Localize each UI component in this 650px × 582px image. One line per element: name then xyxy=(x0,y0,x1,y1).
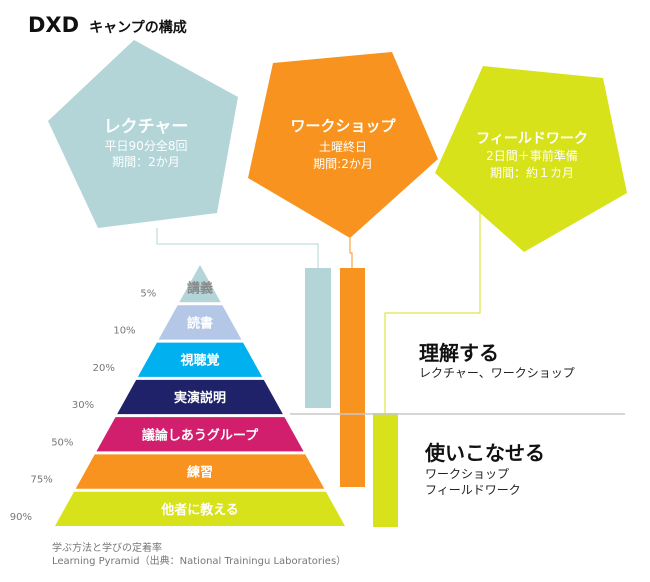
pyramid-level xyxy=(179,265,221,303)
pyramid-level-percent: 20% xyxy=(93,363,115,374)
caption-source: Learning Pyramid（出典：National Trainingu L… xyxy=(52,554,346,567)
pyramid-level xyxy=(137,342,263,377)
pyramid-level-percent: 30% xyxy=(72,400,94,411)
fieldwork-duration: 期間：約１カ月 xyxy=(490,165,574,180)
pyramid-level-percent: 50% xyxy=(51,437,73,448)
fieldwork-name: フィールドワーク xyxy=(476,131,588,147)
title-rest: キャンプの構成 xyxy=(89,19,187,36)
outcome-understand-heading: 理解する xyxy=(419,341,499,365)
pyramid-level xyxy=(96,417,304,452)
outcome-master-sub-2: フィールドワーク xyxy=(425,483,521,497)
fieldwork-shape xyxy=(435,66,627,252)
caption-title: 学ぶ方法と学びの定着率 xyxy=(52,541,162,554)
title: DXD キャンプの構成 xyxy=(28,13,187,37)
fieldwork-pentagon: フィールドワーク 2日間＋事前準備 期間：約１カ月 xyxy=(435,66,627,252)
pyramid-level xyxy=(158,305,242,340)
workshop-name: ワークショップ xyxy=(290,117,396,135)
outcome-understand-sub: レクチャー、ワークショップ xyxy=(419,366,575,380)
lecture-schedule: 平日90分全8回 xyxy=(105,138,188,153)
lecture-bar xyxy=(305,268,331,408)
lecture-duration: 期間：2か月 xyxy=(112,155,180,169)
workshop-bar xyxy=(340,268,365,487)
pyramid-level xyxy=(55,491,345,526)
pyramid-level-percent: 90% xyxy=(10,512,32,523)
pyramid-level xyxy=(117,379,283,415)
fieldwork-schedule: 2日間＋事前準備 xyxy=(486,148,578,163)
pyramid-level-label: 議論しあうグループ xyxy=(142,427,259,443)
outcome-master-sub-1: ワークショップ xyxy=(425,467,509,481)
pyramid-level-label: 他者に教える xyxy=(160,502,239,518)
lecture-shape xyxy=(48,40,238,228)
fieldwork-bar xyxy=(373,413,398,527)
lecture-connector xyxy=(156,228,319,268)
learning-pyramid: 講義 5% 読書 10% 視聴覚 20% 実演説明 30% 議論しあうグループ 50% 練習 75% 他… xyxy=(10,265,345,526)
pyramid-level-label: 練習 xyxy=(187,465,213,481)
pyramid-level-percent: 5% xyxy=(140,288,156,299)
workshop-connector xyxy=(349,238,353,268)
pyramid-level-label: 読書 xyxy=(187,315,213,331)
workshop-duration: 期間:2か月 xyxy=(313,157,373,171)
pyramid-level-percent: 10% xyxy=(113,326,135,337)
pyramid-level-label: 実演説明 xyxy=(174,390,226,406)
workshop-schedule: 土曜終日 xyxy=(319,139,367,154)
workshop-shape xyxy=(248,52,438,238)
pyramid-level-label: 講義 xyxy=(187,280,213,296)
outcome-master-heading: 使いこなせる xyxy=(424,441,545,465)
workshop-pentagon: ワークショップ 土曜終日 期間:2か月 xyxy=(248,52,438,238)
pyramid-level-percent: 75% xyxy=(30,475,52,486)
lecture-pentagon: レクチャー 平日90分全8回 期間：2か月 xyxy=(48,40,238,228)
title-brand: DXD xyxy=(28,13,79,37)
pyramid-level-label: 視聴覚 xyxy=(179,353,219,369)
lecture-name: レクチャー xyxy=(104,117,189,137)
fieldwork-connector xyxy=(384,212,481,413)
pyramid-level xyxy=(75,454,325,489)
